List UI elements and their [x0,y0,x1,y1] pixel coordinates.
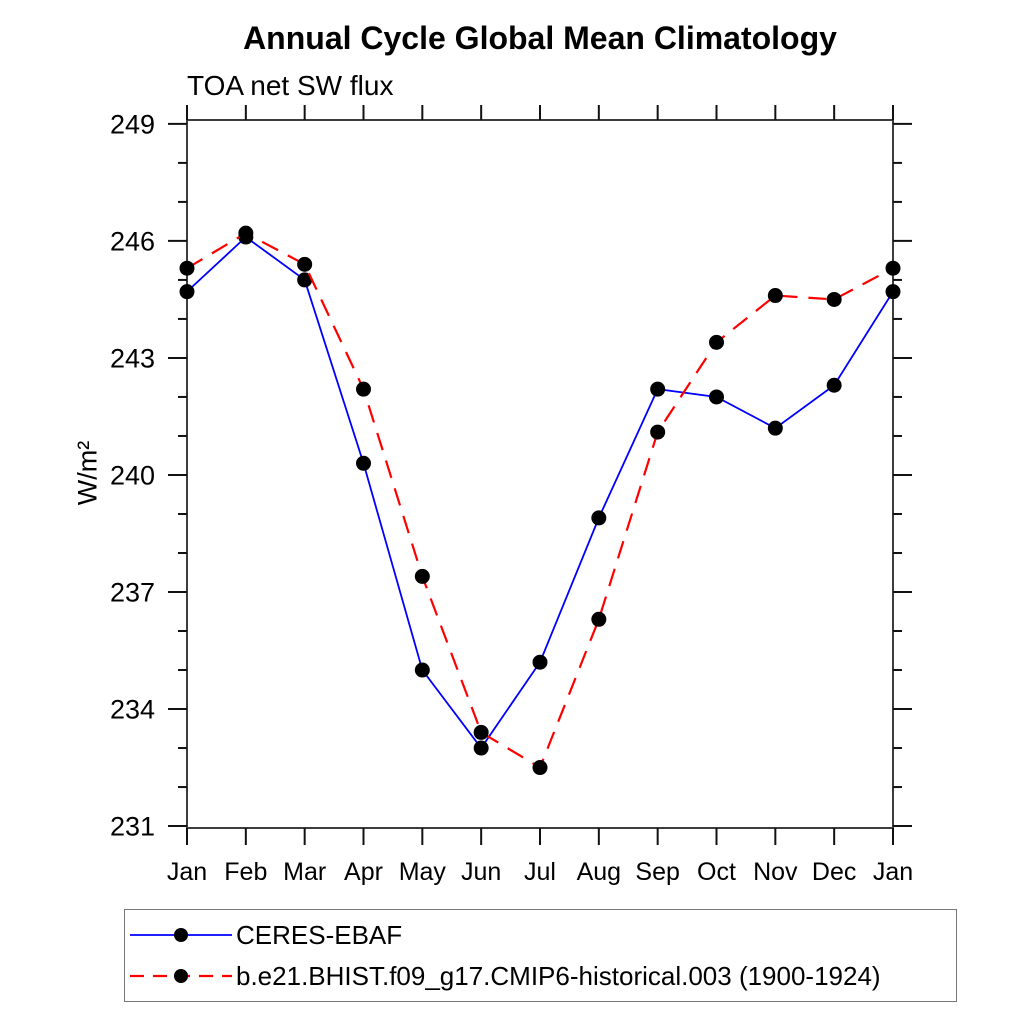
x-axis-ticks-bottom [186,828,894,845]
legend-line-sample-ceres [130,928,232,942]
data-point [885,260,901,276]
legend-marker-dot-icon [174,969,188,983]
y-axis-tick-labels: 231 234 237 240 243 246 249 [110,109,155,841]
x-tick-label: Jan [873,858,913,886]
data-point [297,272,313,288]
series-1-line [186,231,894,770]
data-point [650,424,666,440]
y-tick-label: 231 [110,811,155,841]
x-tick-label: Mar [283,858,326,886]
data-point [826,291,842,307]
legend-row-ceres: CERES-EBAF [128,915,956,956]
legend-line-sample-model [130,969,232,983]
y-tick-label: 240 [110,460,155,490]
x-tick-label: Apr [344,858,383,886]
legend-label-ceres: CERES-EBAF [236,919,403,950]
series-1-markers [179,225,901,776]
y-axis-ticks-right [893,122,912,828]
x-tick-label: Nov [753,858,798,886]
y-tick-label: 246 [110,226,155,256]
series-0-line [186,235,894,750]
y-axis-ticks-left [168,122,187,828]
y-tick-label: 249 [110,109,155,139]
x-tick-label: Dec [812,858,856,886]
data-point [591,611,607,627]
data-point [473,724,489,740]
y-tick-label: 234 [110,694,155,724]
x-tick-label: Oct [697,858,736,886]
data-point [356,455,371,471]
x-axis-tick-labels: Jan Feb Mar Apr May Jun Jul Aug Sep Oct Nov Dec Jan [167,858,913,886]
data-point [532,760,548,776]
x-axis-ticks-top [186,105,894,120]
data-point [591,510,607,526]
data-point [414,568,430,584]
data-point [709,389,724,405]
x-tick-label: Jun [461,858,501,886]
x-tick-label: May [399,858,447,886]
data-point [767,420,783,436]
chart-title: Annual Cycle Global Mean Climatology [243,20,837,56]
y-tick-label: 237 [110,577,155,607]
data-point [767,288,783,304]
data-point [532,654,548,670]
chart-subtitle: TOA net SW flux [187,70,394,101]
x-tick-label: Feb [224,858,267,886]
data-point [709,334,724,350]
data-point [473,740,489,756]
x-tick-label: Jul [524,858,556,886]
legend-label-model: b.e21.BHIST.f09_g17.CMIP6-historical.003… [236,960,881,991]
data-point [179,284,195,300]
y-tick-label: 243 [110,343,155,373]
data-point [356,381,371,397]
x-tick-label: Aug [577,858,621,886]
legend-row-model: b.e21.BHIST.f09_g17.CMIP6-historical.003… [128,956,956,997]
data-point [414,662,430,678]
data-point [297,256,313,272]
legend-marker-dot-icon [174,928,188,942]
x-tick-label: Jan [167,858,207,886]
data-point [179,260,195,276]
plot-frame [186,119,894,829]
data-point [238,225,254,241]
data-point [826,377,842,393]
series-0-markers [179,229,901,756]
data-point [650,381,666,397]
data-point [885,284,901,300]
legend: CERES-EBAF b.e21.BHIST.f09_g17.CMIP6-his… [124,909,957,1002]
x-tick-label: Sep [635,858,679,886]
